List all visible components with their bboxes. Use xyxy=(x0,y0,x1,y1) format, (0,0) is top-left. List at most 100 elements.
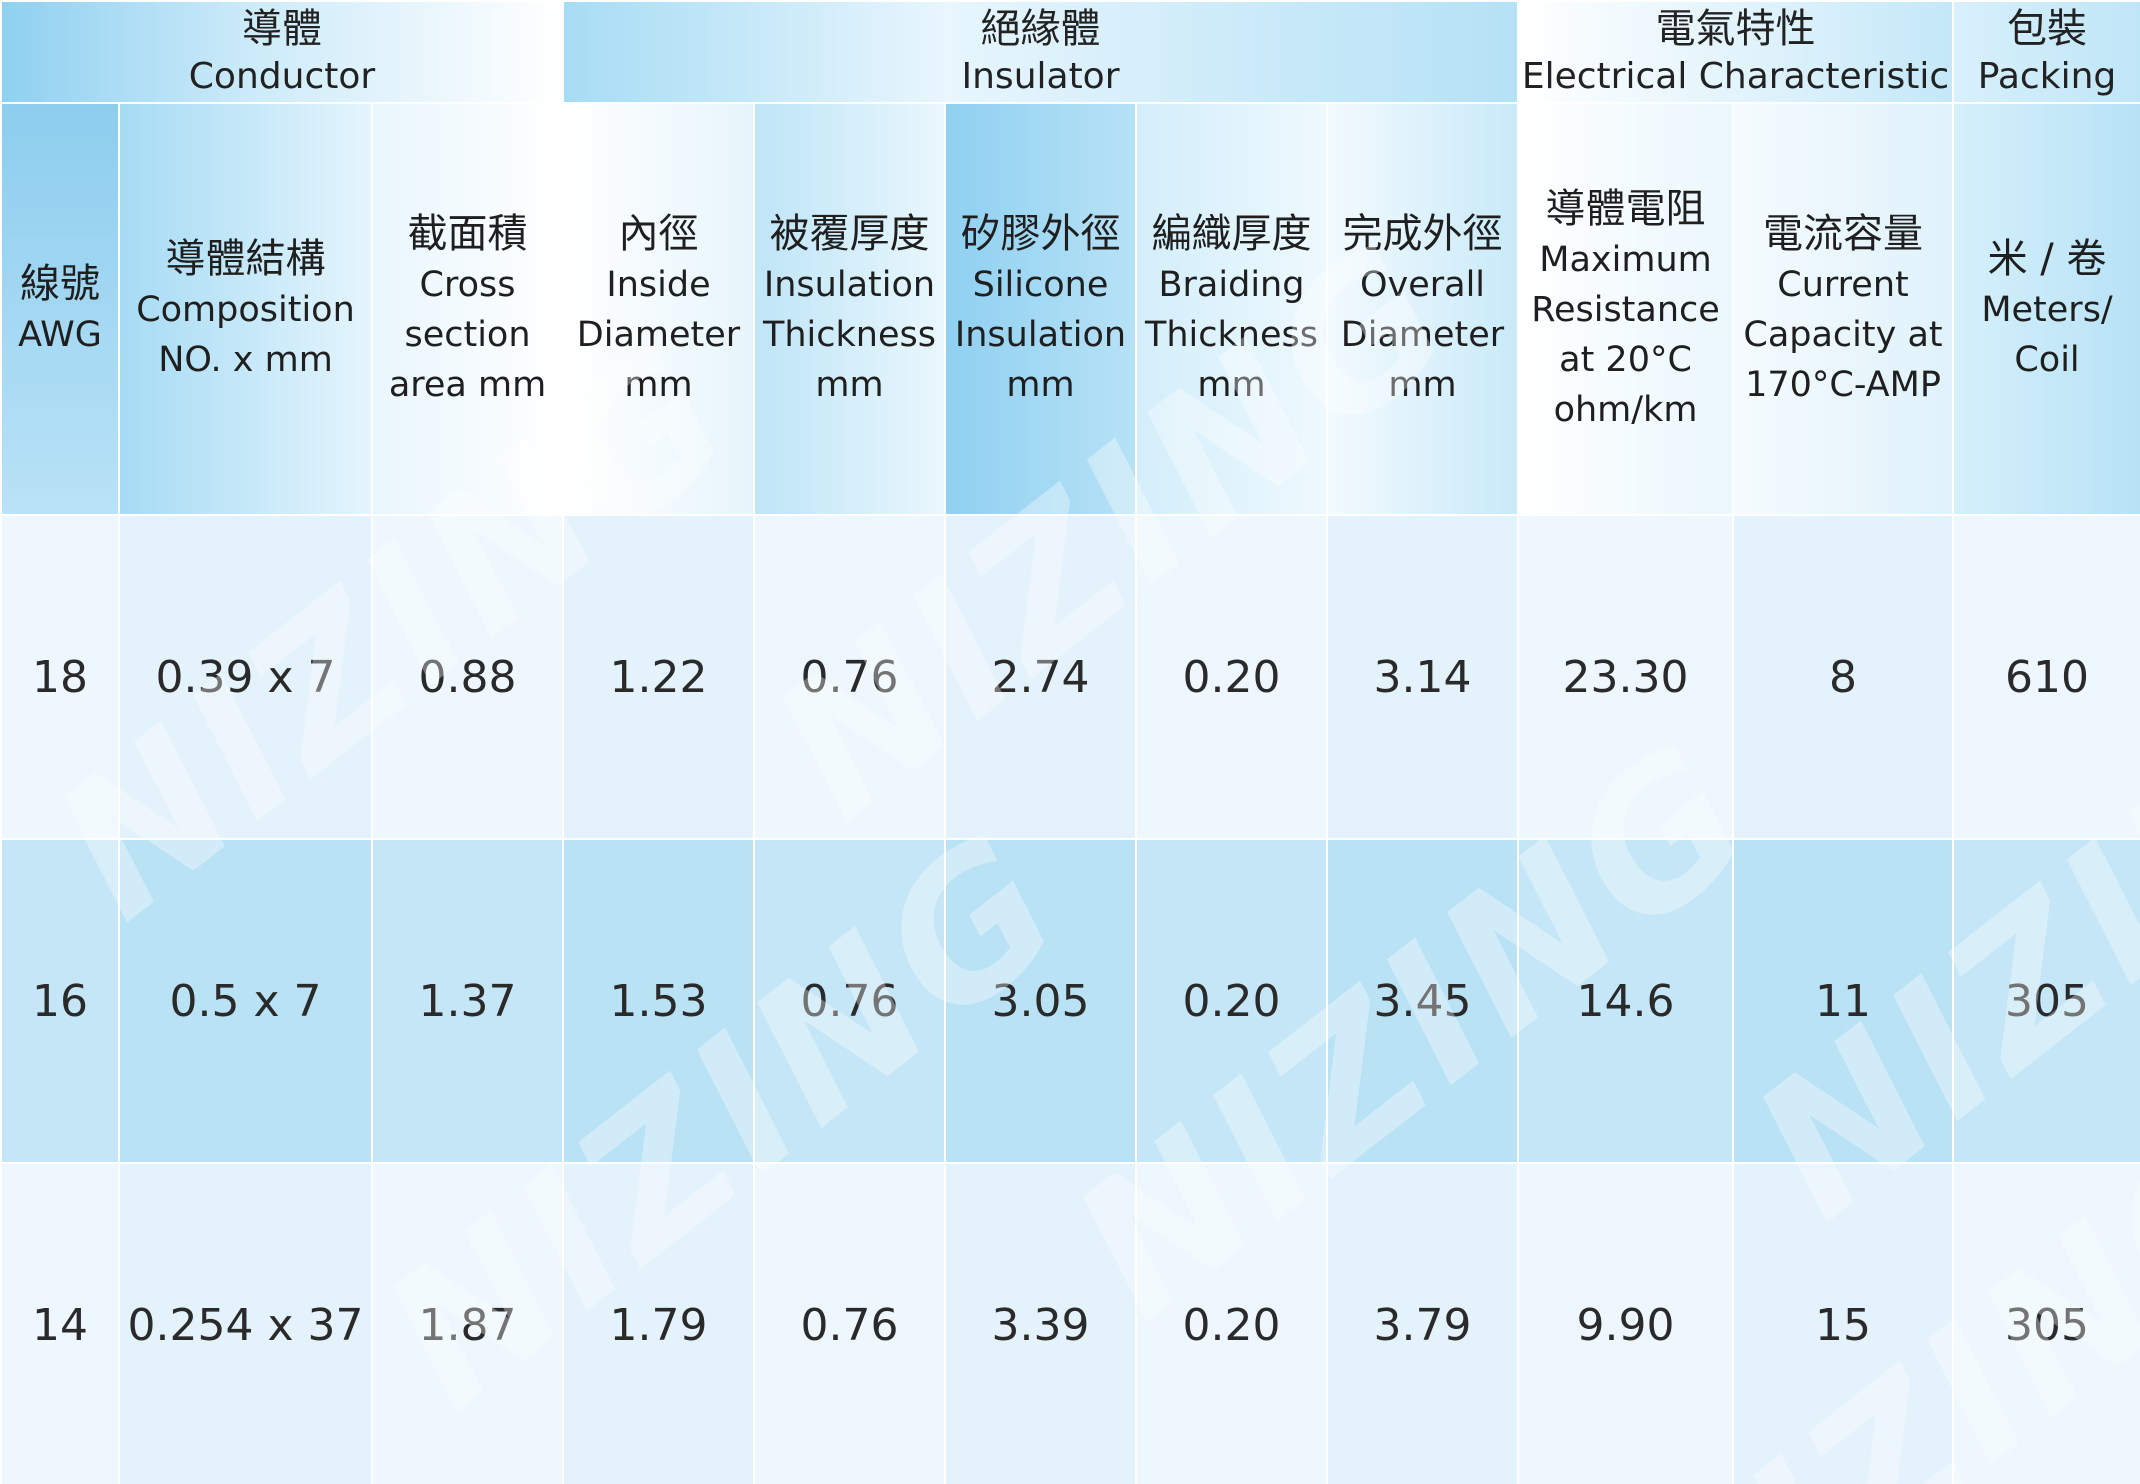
col-max-resistance-en3: at 20°C xyxy=(1559,340,1692,380)
table-row: 16 0.5 x 7 1.37 1.53 0.76 3.05 0.20 3.45… xyxy=(0,838,2140,1164)
group-conductor: 導體 Conductor xyxy=(0,0,564,104)
col-max-resistance-en1: Maximum xyxy=(1539,240,1712,280)
cell-insulation-thickness: 0.76 xyxy=(753,514,946,840)
cell-max-resistance: 14.6 xyxy=(1517,838,1735,1164)
group-insulator-cn: 絕緣體 xyxy=(980,6,1101,52)
cell-current-capacity: 11 xyxy=(1732,838,1955,1164)
col-composition-cn: 導體結構 xyxy=(165,236,326,282)
col-header-silicone-insulation: 矽膠外徑 Silicone Insulation mm xyxy=(944,102,1137,516)
col-cross-section-en3: area mm xyxy=(388,365,547,405)
col-overall-diameter-en1: Overall xyxy=(1359,265,1486,305)
cell-max-resistance: 23.30 xyxy=(1517,514,1735,840)
column-header-row: 線號 AWG 導體結構 Composition NO. x mm 截面積 Cro… xyxy=(0,102,2140,516)
col-insulation-thickness-cn: 被覆厚度 xyxy=(769,211,930,257)
col-header-awg: 線號 AWG xyxy=(0,102,120,516)
cell-cross-section: 1.87 xyxy=(371,1162,564,1484)
group-insulator: 絕緣體 Insulator xyxy=(561,0,1520,104)
col-awg-en1: AWG xyxy=(18,315,102,355)
col-silicone-insulation-en3: mm xyxy=(1006,365,1075,405)
col-header-inside-diameter: 內徑 Inside Diameter mm xyxy=(562,102,755,516)
col-header-composition: 導體結構 Composition NO. x mm xyxy=(118,102,373,516)
cell-awg: 16 xyxy=(0,838,120,1164)
col-max-resistance-en2: Resistance xyxy=(1531,290,1720,330)
col-overall-diameter-en3: mm xyxy=(1388,365,1457,405)
col-inside-diameter-cn: 內徑 xyxy=(618,211,699,257)
col-braiding-thickness-en3: mm xyxy=(1197,365,1266,405)
col-cross-section-en2: section xyxy=(404,315,531,355)
group-electrical-cn: 電氣特性 xyxy=(1655,6,1816,52)
col-inside-diameter-en3: mm xyxy=(624,365,693,405)
col-silicone-insulation-en2: Insulation xyxy=(954,315,1127,355)
col-current-capacity-cn: 電流容量 xyxy=(1763,211,1924,257)
col-header-current-capacity: 電流容量 Current Capacity at 170°C-AMP xyxy=(1732,102,1955,516)
cell-overall-diameter: 3.45 xyxy=(1325,838,1520,1164)
cell-braiding-thickness: 0.20 xyxy=(1135,514,1328,840)
col-braiding-thickness-cn: 編織厚度 xyxy=(1151,211,1312,257)
col-header-braiding-thickness: 編織厚度 Braiding Thickness mm xyxy=(1135,102,1328,516)
col-cross-section-cn: 截面積 xyxy=(407,211,528,257)
cell-current-capacity: 8 xyxy=(1732,514,1955,840)
col-cross-section-en1: Cross xyxy=(419,265,516,305)
group-electrical: 電氣特性 Electrical Characteristic xyxy=(1517,0,1955,104)
group-insulator-en: Insulator xyxy=(961,56,1120,97)
cell-composition: 0.39 x 7 xyxy=(118,514,373,840)
col-insulation-thickness-en1: Insulation xyxy=(763,265,936,305)
cell-composition: 0.5 x 7 xyxy=(118,838,373,1164)
col-braiding-thickness-en2: Thickness xyxy=(1145,315,1318,355)
cell-overall-diameter: 3.79 xyxy=(1325,1162,1520,1484)
cell-overall-diameter: 3.14 xyxy=(1325,514,1520,840)
col-packing-cn: 米 / 卷 xyxy=(1987,236,2107,282)
cell-cross-section: 0.88 xyxy=(371,514,564,840)
cell-packing: 610 xyxy=(1952,514,2140,840)
group-conductor-cn: 導體 xyxy=(242,6,322,52)
cell-packing: 305 xyxy=(1952,1162,2140,1484)
col-header-max-resistance: 導體電阻 Maximum Resistance at 20°C ohm/km xyxy=(1517,102,1735,516)
col-header-packing: 米 / 卷 Meters/ Coil xyxy=(1952,102,2140,516)
col-max-resistance-en4: ohm/km xyxy=(1553,390,1698,430)
col-silicone-insulation-en1: Silicone xyxy=(972,265,1109,305)
cell-insulation-thickness: 0.76 xyxy=(753,1162,946,1484)
cell-max-resistance: 9.90 xyxy=(1517,1162,1735,1484)
cell-braiding-thickness: 0.20 xyxy=(1135,1162,1328,1484)
cell-awg: 18 xyxy=(0,514,120,840)
col-packing-en2: Coil xyxy=(2014,340,2080,380)
cell-packing: 305 xyxy=(1952,838,2140,1164)
col-current-capacity-en2: Capacity at xyxy=(1743,315,1943,355)
col-insulation-thickness-en2: Thickness xyxy=(763,315,936,355)
col-overall-diameter-en2: Diameter xyxy=(1340,315,1505,355)
col-overall-diameter-cn: 完成外徑 xyxy=(1342,211,1503,257)
col-inside-diameter-en1: Inside xyxy=(606,265,711,305)
cell-awg: 14 xyxy=(0,1162,120,1484)
group-conductor-en: Conductor xyxy=(188,56,376,97)
col-composition-en2: NO. x mm xyxy=(158,340,333,380)
col-braiding-thickness-en1: Braiding xyxy=(1158,265,1305,305)
col-awg-cn: 線號 xyxy=(20,261,100,307)
group-electrical-en: Electrical Characteristic xyxy=(1521,56,1950,97)
cell-inside-diameter: 1.22 xyxy=(562,514,755,840)
table-row: 18 0.39 x 7 0.88 1.22 0.76 2.74 0.20 3.1… xyxy=(0,514,2140,840)
group-packing-cn: 包裝 xyxy=(2007,6,2088,52)
col-packing-en1: Meters/ xyxy=(1981,290,2113,330)
col-composition-en1: Composition xyxy=(136,290,355,330)
col-header-insulation-thickness: 被覆厚度 Insulation Thickness mm xyxy=(753,102,946,516)
group-packing: 包裝 Packing xyxy=(1952,0,2140,104)
cell-silicone-insulation: 3.39 xyxy=(944,1162,1137,1484)
cell-inside-diameter: 1.53 xyxy=(562,838,755,1164)
table-row: 14 0.254 x 37 1.87 1.79 0.76 3.39 0.20 3… xyxy=(0,1162,2140,1484)
col-max-resistance-cn: 導體電阻 xyxy=(1545,186,1706,232)
col-current-capacity-en1: Current xyxy=(1777,265,1909,305)
cell-composition: 0.254 x 37 xyxy=(118,1162,373,1484)
cell-braiding-thickness: 0.20 xyxy=(1135,838,1328,1164)
cell-silicone-insulation: 3.05 xyxy=(944,838,1137,1164)
cell-current-capacity: 15 xyxy=(1732,1162,1955,1484)
cell-silicone-insulation: 2.74 xyxy=(944,514,1137,840)
col-inside-diameter-en2: Diameter xyxy=(576,315,741,355)
col-current-capacity-en3: 170°C-AMP xyxy=(1745,365,1941,405)
group-packing-en: Packing xyxy=(1977,56,2117,97)
cell-inside-diameter: 1.79 xyxy=(562,1162,755,1484)
col-header-overall-diameter: 完成外徑 Overall Diameter mm xyxy=(1325,102,1520,516)
col-header-cross-section: 截面積 Cross section area mm xyxy=(371,102,564,516)
cell-insulation-thickness: 0.76 xyxy=(753,838,946,1164)
